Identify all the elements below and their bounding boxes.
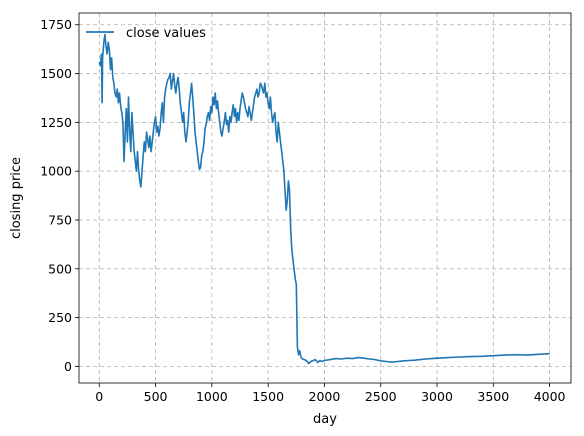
plot-area (79, 13, 571, 383)
x-tick-label: 4000 (534, 389, 566, 404)
x-tick-label: 500 (144, 389, 168, 404)
x-axis-label: day (313, 412, 337, 427)
x-tick-label: 1000 (196, 389, 228, 404)
y-tick-label: 500 (48, 261, 72, 276)
y-tick-label: 250 (48, 310, 72, 325)
legend: close values (86, 26, 206, 41)
x-tick-label: 3500 (477, 389, 509, 404)
y-axis-label: closing price (9, 157, 24, 239)
legend-label-close-values: close values (126, 26, 206, 41)
ticks: 0 500 1000 1500 2000 2500 3000 3500 4000 0 250 500 7… (40, 17, 565, 404)
grid (79, 13, 571, 383)
y-tick-label: 750 (48, 212, 72, 227)
x-tick-label: 2000 (309, 389, 341, 404)
series-layer (98, 33, 550, 365)
y-tick-label: 1000 (40, 164, 72, 179)
y-tick-label: 1500 (40, 66, 72, 81)
x-tick-label: 2500 (365, 389, 397, 404)
plot-frame (78, 12, 572, 384)
y-tick-label: 0 (64, 359, 72, 374)
x-tick-label: 0 (95, 389, 103, 404)
series-line-close-values (98, 33, 550, 365)
x-tick-label: 1500 (252, 389, 284, 404)
y-tick-label: 1250 (40, 115, 72, 130)
x-tick-label: 3000 (421, 389, 453, 404)
y-tick-label: 1750 (40, 17, 72, 32)
